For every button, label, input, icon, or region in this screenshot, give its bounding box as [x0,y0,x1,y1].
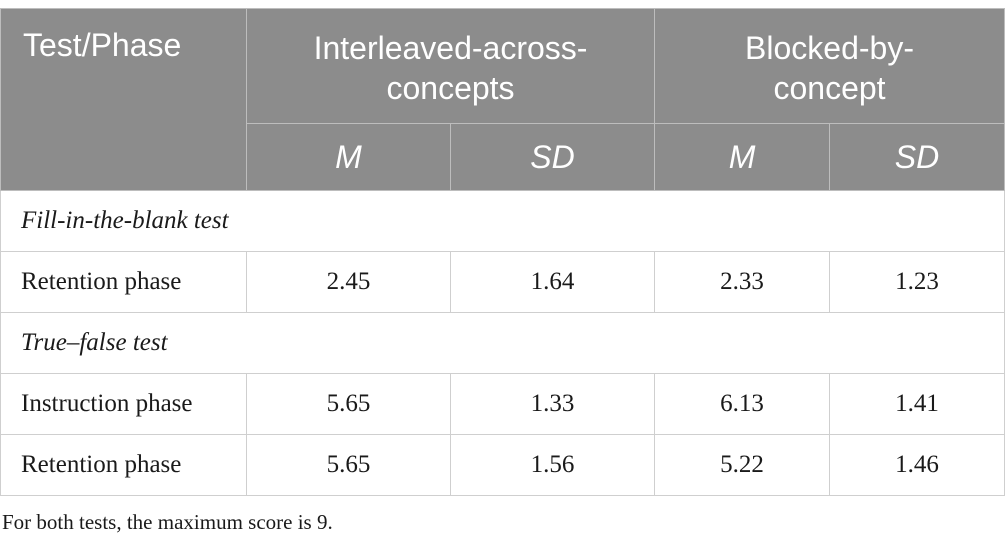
row-label: Retention phase [0,434,247,496]
header-row-stats: M SD M SD [1,123,1005,191]
cell-blocked-m: 2.33 [654,251,831,313]
row-label: Retention phase [0,251,247,313]
cell-interleaved-m: 2.45 [246,251,451,313]
section-row-fill-in-the-blank: Fill-in-the-blank test [0,190,1005,252]
header-interleaved-line-1: Interleaved-across- [313,30,588,66]
cell-interleaved-m: 5.65 [246,434,451,496]
cell-blocked-sd: 1.41 [829,373,1005,435]
section-row-true-false: True–false test [0,312,1005,374]
table-body: Fill-in-the-blank test Retention phase 2… [0,190,1005,496]
header-interleaved-sd: SD [449,123,656,191]
table-header: Test/Phase Interleaved-across- concepts … [0,8,1005,191]
cell-interleaved-sd: 1.33 [449,373,656,435]
header-interleaved-m: M [246,123,451,191]
table-row: Retention phase 2.45 1.64 2.33 1.23 [0,251,1005,313]
header-blocked-sd: SD [829,123,1005,191]
cell-interleaved-sd: 1.56 [449,434,656,496]
row-label: Instruction phase [0,373,247,435]
header-interleaved: Interleaved-across- concepts [245,8,656,124]
cell-interleaved-sd: 1.64 [449,251,656,313]
table-row: Retention phase 5.65 1.56 5.22 1.46 [0,434,1005,496]
header-test-phase: Test/Phase [0,8,247,191]
header-row-groups: Test/Phase Interleaved-across- concepts … [0,8,1005,191]
header-interleaved-line-2: concepts [386,70,515,106]
results-table: Test/Phase Interleaved-across- concepts … [0,8,1005,496]
cell-blocked-sd: 1.46 [829,434,1005,496]
header-blocked-line-1: Blocked-by- [745,30,914,66]
header-blocked-m: M [654,123,831,191]
header-blocked: Blocked-by- concept [654,8,1005,124]
header-blocked-line-2: concept [773,70,886,106]
section-title: Fill-in-the-blank test [0,190,1005,252]
table-footnote: For both tests, the maximum score is 9. [2,510,333,534]
cell-blocked-sd: 1.23 [829,251,1005,313]
cell-blocked-m: 5.22 [654,434,831,496]
section-title: True–false test [0,312,1005,374]
cell-blocked-m: 6.13 [654,373,831,435]
cell-interleaved-m: 5.65 [246,373,451,435]
table-row: Instruction phase 5.65 1.33 6.13 1.41 [0,373,1005,435]
